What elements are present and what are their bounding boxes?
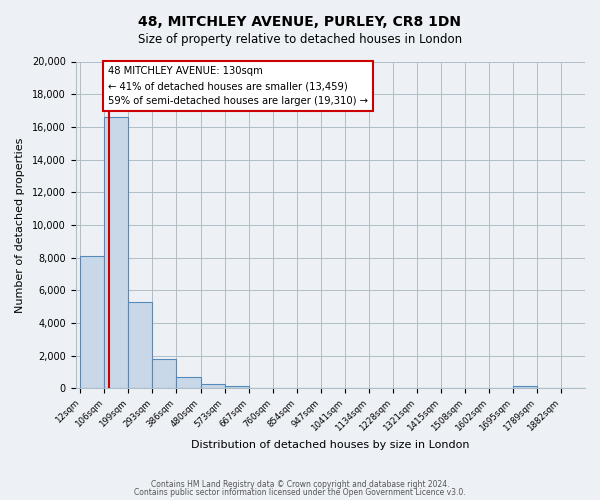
Text: Size of property relative to detached houses in London: Size of property relative to detached ho… — [138, 32, 462, 46]
Bar — [128, 302, 152, 388]
Bar — [224, 386, 248, 388]
X-axis label: Distribution of detached houses by size in London: Distribution of detached houses by size … — [191, 440, 470, 450]
Bar — [513, 386, 537, 388]
Bar — [104, 117, 128, 388]
Bar — [200, 384, 224, 388]
Text: 48, MITCHLEY AVENUE, PURLEY, CR8 1DN: 48, MITCHLEY AVENUE, PURLEY, CR8 1DN — [139, 15, 461, 29]
Text: 48 MITCHLEY AVENUE: 130sqm
← 41% of detached houses are smaller (13,459)
59% of : 48 MITCHLEY AVENUE: 130sqm ← 41% of deta… — [108, 66, 368, 106]
Bar — [152, 359, 176, 388]
Text: Contains public sector information licensed under the Open Government Licence v3: Contains public sector information licen… — [134, 488, 466, 497]
Y-axis label: Number of detached properties: Number of detached properties — [15, 138, 25, 312]
Bar — [80, 256, 104, 388]
Bar — [176, 377, 200, 388]
Text: Contains HM Land Registry data © Crown copyright and database right 2024.: Contains HM Land Registry data © Crown c… — [151, 480, 449, 489]
